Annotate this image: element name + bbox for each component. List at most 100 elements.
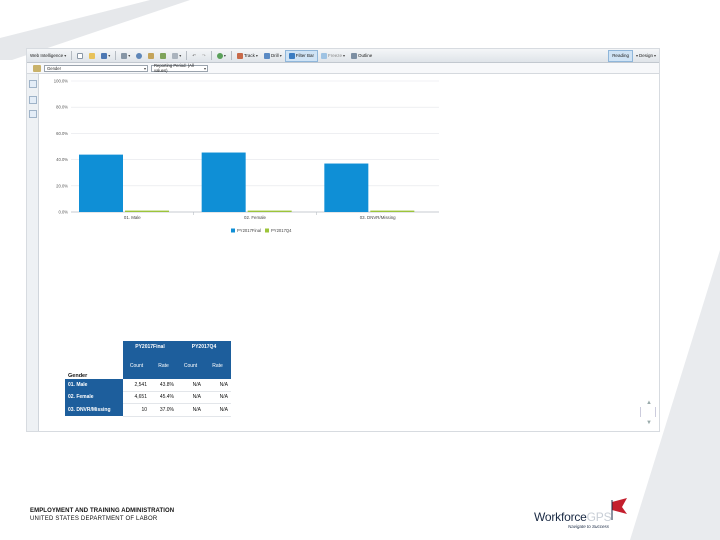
track-button[interactable]: Track ▾ [234, 50, 261, 62]
chevron-down-icon: ▾ [255, 53, 258, 58]
legend-label: PY2017Final [237, 228, 261, 233]
web-service-button[interactable] [29, 110, 37, 118]
column-header: Rate [204, 353, 231, 379]
bar-chart: 100.0% 80.0% 60.0% 40.0% 20.0% 0.0% 01. Male 02… [54, 79, 439, 233]
y-tick-label: 60.0% [56, 131, 68, 136]
chevron-down-icon: ▾ [342, 53, 345, 58]
bar-py2017final [79, 154, 123, 212]
filter-icon [288, 52, 295, 59]
table-cell: N/A [204, 403, 231, 417]
export-button[interactable] [157, 50, 169, 62]
outline-icon [351, 52, 357, 59]
reading-label: Reading [612, 53, 629, 58]
next-slide-icon[interactable]: ▼ [646, 420, 652, 426]
gender-filter-select[interactable]: Gender ▾ [44, 64, 148, 72]
filter-bar-button[interactable]: Filter Bar [284, 49, 318, 62]
table-row: 02. Female 4,651 45.4% N/A N/A [65, 391, 231, 404]
column-header: Count [177, 353, 204, 379]
table-cell: 4,651 [123, 391, 150, 404]
footer-organization: EMPLOYMENT AND TRAINING ADMINISTRATION [30, 508, 175, 514]
copy-button[interactable]: ▾ [169, 50, 184, 62]
track-icon [236, 52, 243, 59]
table-cell: 43.8% [150, 378, 177, 392]
web-intelligence-menu[interactable]: Web Intelligence ▾ [27, 50, 69, 62]
table-corner [65, 353, 123, 366]
undo-button[interactable]: ↶ [189, 50, 199, 62]
save-button[interactable]: ▾ [98, 50, 113, 62]
history-button[interactable] [145, 50, 157, 62]
toolbar-divider [71, 51, 73, 60]
y-tick-label: 0.0% [58, 210, 68, 215]
column-header: Count [123, 353, 150, 379]
filter-dimension-icon [33, 64, 41, 72]
crosstab-table: PY2017Final PY2017Q4 Count Rate Count Ra… [65, 341, 231, 417]
refresh-button[interactable]: ▾ [214, 50, 229, 62]
find-icon [136, 52, 143, 59]
print-button[interactable]: ▾ [118, 50, 133, 62]
y-tick-label: 100.0% [54, 79, 68, 84]
table-corner [65, 341, 123, 354]
redo-button[interactable]: ↷ [199, 50, 209, 62]
chevron-down-icon: ▾ [64, 53, 67, 58]
copy-icon [172, 52, 179, 59]
row-dimension-header: Gender [65, 366, 123, 379]
chevron-down-icon: ▾ [143, 65, 146, 71]
logo-tagline: Navigate to Success [568, 524, 610, 529]
legend-label: PY2017Q4 [271, 228, 292, 233]
main-toolbar: Web Intelligence ▾ ▾ ▾ ▾ ↶ ↷ ▾ Track ▾ Dr… [27, 49, 659, 63]
table-cell: N/A [204, 378, 231, 392]
row-label: 01. Male [65, 378, 123, 391]
app-name-label: Web Intelligence [30, 53, 64, 58]
chevron-down-icon: ▾ [179, 53, 182, 58]
chevron-down-icon: ▾ [128, 53, 131, 58]
legend-swatch [265, 228, 269, 233]
outline-button[interactable]: Outline [348, 50, 375, 62]
filter-bar: Gender ▾ Reporting Period: (All values) … [27, 63, 659, 74]
filter-bar-label: Filter Bar [295, 53, 314, 58]
table-row: 03. DNVR/Missing 10 37.0% N/A N/A [65, 403, 231, 417]
toolbar-divider [115, 51, 117, 60]
chevron-down-icon: ▾ [279, 53, 282, 58]
reading-mode-button[interactable]: Reading [608, 49, 633, 62]
freeze-icon [320, 52, 327, 59]
row-label: 03. DNVR/Missing [65, 403, 123, 416]
redo-icon: ↷ [202, 52, 206, 58]
drill-button[interactable]: Drill ▾ [261, 50, 285, 62]
drill-label: Drill [270, 53, 279, 58]
new-document-icon [77, 52, 84, 59]
outline-label: Outline [358, 53, 373, 58]
table-cell: N/A [177, 391, 204, 404]
slide-navigator[interactable] [640, 407, 656, 417]
reporting-period-select[interactable]: Reporting Period: (All values) ▾ [151, 63, 208, 73]
design-label: Design [638, 53, 653, 58]
print-icon [121, 52, 128, 59]
toolbar-divider [186, 51, 188, 60]
refresh-icon [216, 52, 223, 59]
design-mode-button[interactable]: ▾ Design ▾ [633, 50, 659, 62]
workforcegps-logo: WorkforceGPS Navigate to Success [534, 498, 634, 532]
input-controls-button[interactable] [29, 96, 37, 104]
track-label: Track [243, 53, 255, 58]
report-window: Web Intelligence ▾ ▾ ▾ ▾ ↶ ↷ ▾ Track ▾ Dr… [26, 48, 660, 432]
y-tick-label: 20.0% [56, 183, 68, 188]
find-button[interactable] [133, 50, 145, 62]
column-group-header: PY2017Final [123, 341, 177, 354]
table-cell: 37.0% [150, 403, 177, 417]
freeze-label: Freeze [327, 53, 342, 58]
open-button[interactable] [86, 50, 98, 62]
gender-filter-value: Gender [47, 65, 61, 71]
bar-py2017q4 [247, 210, 292, 212]
legend-swatch [231, 228, 235, 233]
toolbar-divider [230, 51, 232, 60]
table-cell: 2,541 [123, 378, 150, 392]
y-tick-label: 40.0% [56, 157, 68, 162]
bar-py2017final [324, 163, 369, 212]
toolbar-divider [210, 51, 212, 60]
table-row: 01. Male 2,541 43.8% N/A N/A [65, 378, 231, 392]
previous-slide-icon[interactable]: ▲ [646, 400, 652, 406]
new-document-button[interactable] [74, 50, 86, 62]
undo-icon: ↶ [192, 52, 197, 58]
freeze-button[interactable]: Freeze ▾ [318, 50, 348, 62]
bar-py2017q4 [125, 210, 169, 212]
document-structure-button[interactable] [29, 80, 37, 88]
